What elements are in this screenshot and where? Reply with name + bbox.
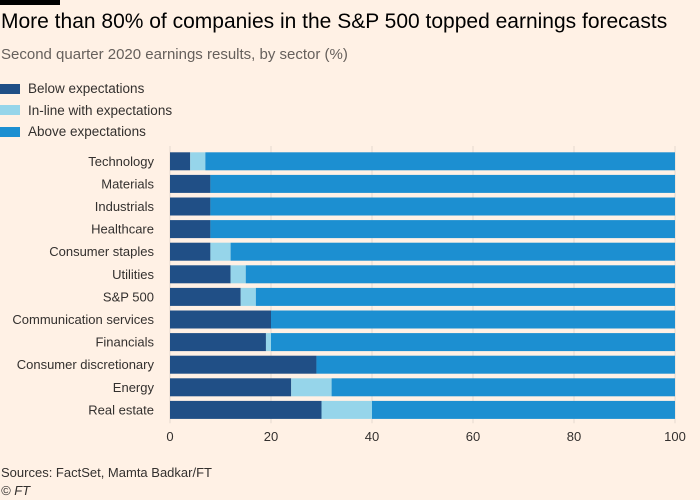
x-tick-label-80: 80 <box>567 429 581 444</box>
x-tick-label-0: 0 <box>166 429 173 444</box>
bar-s-p-500-series-1 <box>240 287 256 306</box>
bar-utilities-series-1 <box>230 265 246 284</box>
stacked-bar-chart: Technology Materials Industrials Healthcare… <box>12 146 686 444</box>
bar-technology-series-1 <box>190 152 206 171</box>
source-note: Sources: FactSet, Mamta Badkar/FT <box>1 465 212 480</box>
bar-consumer-discretionary-series-0 <box>170 355 317 374</box>
category-label-industrials: Industrials <box>95 199 155 214</box>
bar-real-estate-series-1 <box>321 400 372 419</box>
bar-technology-series-2 <box>205 152 675 171</box>
category-label-healthcare: Healthcare <box>91 222 154 237</box>
bar-consumer-staples-series-0 <box>170 242 211 261</box>
bar-financials-series-0 <box>170 333 266 352</box>
bar-utilities-series-2 <box>245 265 675 284</box>
bar-communication-services-series-0 <box>170 310 271 329</box>
x-tick-label-20: 20 <box>264 429 278 444</box>
bar-communication-services-series-2 <box>271 310 675 329</box>
bar-s-p-500-series-2 <box>255 287 675 306</box>
legend-item-inline: In-line with expectations <box>0 100 172 122</box>
bar-industrials-series-0 <box>170 197 211 216</box>
category-label-consumer-discretionary: Consumer discretionary <box>17 357 155 372</box>
category-label-energy: Energy <box>113 380 155 395</box>
bar-s-p-500-series-0 <box>170 287 241 306</box>
bar-energy-series-0 <box>170 378 292 397</box>
legend-label-below: Below expectations <box>28 81 145 97</box>
bar-real-estate-series-2 <box>372 400 675 419</box>
legend-item-below: Below expectations <box>0 78 172 100</box>
bar-industrials-series-2 <box>210 197 675 216</box>
bar-consumer-staples-series-1 <box>210 242 231 261</box>
bar-materials-series-0 <box>170 174 211 193</box>
legend-swatch-inline <box>0 105 20 116</box>
legend-label-above: Above expectations <box>28 124 146 140</box>
bar-consumer-staples-series-2 <box>230 242 675 261</box>
chart-title: More than 80% of companies in the S&P 50… <box>1 10 668 33</box>
legend-item-above: Above expectations <box>0 121 172 143</box>
bar-technology-series-0 <box>170 152 191 171</box>
x-tick-label-100: 100 <box>664 429 686 444</box>
category-label-consumer-staples: Consumer staples <box>49 244 154 259</box>
category-label-s-p-500: S&P 500 <box>103 289 154 304</box>
category-label-utilities: Utilities <box>112 267 154 282</box>
legend-label-inline: In-line with expectations <box>28 102 173 118</box>
category-label-materials: Materials <box>101 176 154 191</box>
bar-materials-series-2 <box>210 174 675 193</box>
bar-energy-series-1 <box>291 378 332 397</box>
category-label-technology: Technology <box>88 154 154 169</box>
bar-healthcare-series-0 <box>170 220 211 239</box>
legend-swatch-above <box>0 126 20 137</box>
copyright-credit: © FT <box>1 483 31 498</box>
bar-healthcare-series-2 <box>210 220 675 239</box>
ft-brand-bar <box>0 0 60 5</box>
category-label-real-estate: Real estate <box>88 402 154 417</box>
bar-consumer-discretionary-series-2 <box>316 355 675 374</box>
x-tick-label-60: 60 <box>466 429 480 444</box>
legend-swatch-below <box>0 83 20 94</box>
bar-energy-series-2 <box>331 378 675 397</box>
bar-real-estate-series-0 <box>170 400 322 419</box>
bar-financials-series-1 <box>265 333 271 352</box>
x-tick-label-40: 40 <box>365 429 379 444</box>
category-label-communication-services: Communication services <box>12 312 154 327</box>
category-label-financials: Financials <box>95 335 154 350</box>
chart-subtitle: Second quarter 2020 earnings results, by… <box>1 46 348 63</box>
bar-financials-series-2 <box>271 333 675 352</box>
bar-utilities-series-0 <box>170 265 231 284</box>
legend: Below expectations In-line with expectat… <box>0 78 172 143</box>
